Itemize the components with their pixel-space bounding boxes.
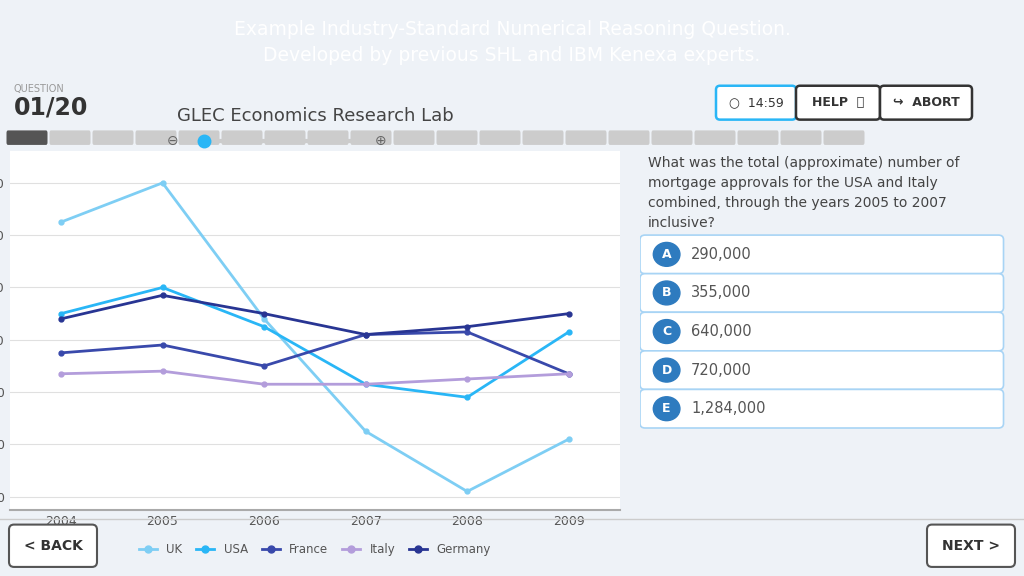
USA	[157, 284, 169, 291]
FancyBboxPatch shape	[640, 351, 1004, 389]
Text: 355,000: 355,000	[691, 286, 752, 301]
Line: USA: USA	[58, 285, 571, 400]
Line: Germany: Germany	[58, 293, 571, 337]
Legend: UK, USA, France, Italy, Germany: UK, USA, France, Italy, Germany	[134, 539, 496, 561]
Germany	[562, 310, 574, 317]
FancyBboxPatch shape	[927, 525, 1015, 567]
Italy	[359, 381, 372, 388]
France	[359, 331, 372, 338]
Italy	[562, 370, 574, 377]
FancyBboxPatch shape	[436, 130, 477, 145]
FancyBboxPatch shape	[694, 130, 735, 145]
Text: QUESTION: QUESTION	[14, 84, 65, 94]
Text: A: A	[662, 248, 672, 261]
Text: What was the total (approximate) number of
mortgage approvals for the USA and It: What was the total (approximate) number …	[648, 156, 959, 230]
Germany	[258, 310, 270, 317]
Text: ○  14:59: ○ 14:59	[729, 96, 783, 109]
Germany	[157, 292, 169, 299]
Text: HELP  ⓘ: HELP ⓘ	[812, 96, 864, 109]
FancyBboxPatch shape	[350, 130, 391, 145]
FancyBboxPatch shape	[522, 130, 563, 145]
UK	[562, 435, 574, 442]
UK	[461, 488, 473, 495]
France	[562, 370, 574, 377]
Germany	[461, 323, 473, 330]
Text: 640,000: 640,000	[691, 324, 752, 339]
FancyBboxPatch shape	[640, 312, 1004, 351]
Line: Italy: Italy	[58, 369, 571, 386]
FancyBboxPatch shape	[264, 130, 305, 145]
France	[157, 342, 169, 348]
Italy	[157, 367, 169, 374]
Text: C: C	[663, 325, 671, 338]
Text: ⊕: ⊕	[375, 134, 386, 149]
FancyBboxPatch shape	[6, 130, 47, 145]
FancyBboxPatch shape	[796, 86, 880, 120]
UK	[258, 316, 270, 323]
FancyBboxPatch shape	[479, 130, 520, 145]
Line: France: France	[58, 329, 571, 376]
Text: 290,000: 290,000	[691, 247, 752, 262]
FancyBboxPatch shape	[823, 130, 864, 145]
USA	[258, 323, 270, 330]
FancyBboxPatch shape	[716, 86, 796, 120]
USA	[461, 394, 473, 401]
Text: 1,284,000: 1,284,000	[691, 401, 766, 416]
Circle shape	[653, 397, 680, 420]
Text: 01/20: 01/20	[14, 96, 88, 120]
Circle shape	[653, 281, 680, 305]
Circle shape	[653, 320, 680, 343]
FancyBboxPatch shape	[307, 130, 348, 145]
Text: D: D	[662, 363, 672, 377]
FancyBboxPatch shape	[640, 235, 1004, 274]
FancyBboxPatch shape	[880, 86, 972, 120]
FancyBboxPatch shape	[178, 130, 219, 145]
FancyBboxPatch shape	[651, 130, 692, 145]
France	[258, 362, 270, 369]
Line: UK: UK	[58, 180, 571, 494]
Text: E: E	[663, 402, 671, 415]
Circle shape	[653, 358, 680, 382]
FancyBboxPatch shape	[565, 130, 606, 145]
UK	[157, 179, 169, 186]
Circle shape	[653, 242, 680, 266]
USA	[359, 381, 372, 388]
Text: Developed by previous SHL and IBM Kenexa experts.: Developed by previous SHL and IBM Kenexa…	[263, 47, 761, 66]
France	[55, 350, 68, 357]
FancyBboxPatch shape	[9, 525, 97, 567]
FancyBboxPatch shape	[640, 389, 1004, 428]
UK	[359, 428, 372, 435]
Italy	[258, 381, 270, 388]
FancyBboxPatch shape	[780, 130, 821, 145]
FancyBboxPatch shape	[135, 130, 176, 145]
Germany	[359, 331, 372, 338]
FancyBboxPatch shape	[221, 130, 262, 145]
FancyBboxPatch shape	[92, 130, 133, 145]
Germany	[55, 316, 68, 323]
FancyBboxPatch shape	[737, 130, 778, 145]
USA	[562, 328, 574, 335]
France	[461, 328, 473, 335]
Text: Example Industry-Standard Numerical Reasoning Question.: Example Industry-Standard Numerical Reas…	[233, 20, 791, 39]
Text: 720,000: 720,000	[691, 363, 752, 378]
Italy	[55, 370, 68, 377]
Text: < BACK: < BACK	[24, 539, 83, 553]
FancyBboxPatch shape	[393, 130, 434, 145]
FancyBboxPatch shape	[640, 274, 1004, 312]
FancyBboxPatch shape	[608, 130, 649, 145]
USA	[55, 310, 68, 317]
Text: ↪  ABORT: ↪ ABORT	[893, 96, 959, 109]
Text: B: B	[662, 286, 672, 300]
Text: NEXT >: NEXT >	[942, 539, 1000, 553]
UK	[55, 219, 68, 226]
Text: ⊖: ⊖	[167, 134, 178, 149]
Italy	[461, 376, 473, 382]
FancyBboxPatch shape	[49, 130, 90, 145]
Title: GLEC Economics Research Lab: GLEC Economics Research Lab	[176, 107, 454, 125]
